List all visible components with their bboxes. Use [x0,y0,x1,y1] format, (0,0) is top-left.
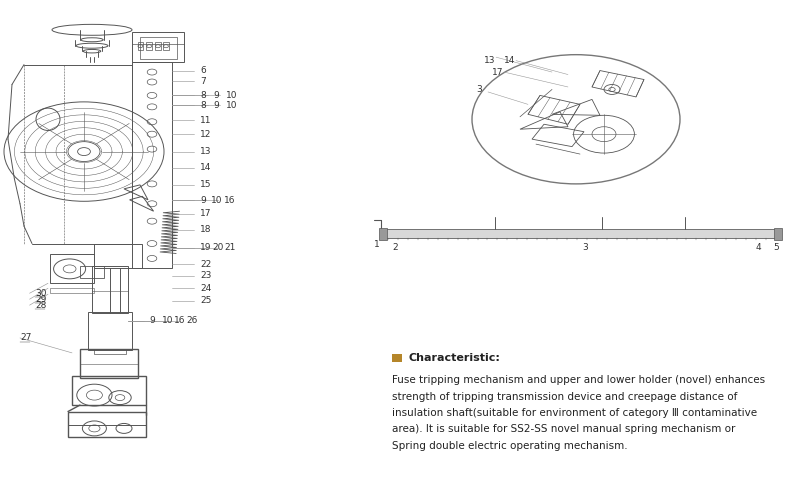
Text: 1: 1 [374,240,380,248]
Text: 2: 2 [392,243,398,251]
Text: 27: 27 [20,333,31,342]
Bar [88,312,132,350]
Bar [392,354,402,362]
Text: 10: 10 [226,91,237,100]
Text: 13: 13 [200,147,211,156]
Text: 28: 28 [35,301,46,310]
Text: 26: 26 [186,316,198,325]
Text: 6: 6 [200,66,206,75]
Text: 17: 17 [492,68,503,77]
Text: 18: 18 [200,225,211,234]
Text: 24: 24 [200,284,211,293]
Bar [155,42,161,50]
Text: 21: 21 [224,243,235,252]
Bar [146,42,152,50]
Text: 3: 3 [476,85,482,94]
Text: 10: 10 [226,101,237,110]
Text: Characteristic:: Characteristic: [409,353,501,363]
Text: 22: 22 [200,260,211,269]
Text: 15: 15 [200,180,211,189]
Bar [72,376,146,405]
Bar [140,37,177,59]
Text: 13: 13 [484,56,495,65]
Text: strength of tripping transmission device and creepage distance of: strength of tripping transmission device… [392,392,738,402]
Text: 9: 9 [214,101,219,110]
Text: 23: 23 [200,271,211,280]
Bar [94,244,142,268]
Text: 29: 29 [35,295,46,304]
Text: 20: 20 [212,243,223,252]
Bar [132,62,172,268]
Bar [94,349,126,354]
Bar [379,228,387,240]
Text: Fuse tripping mechanism and upper and lower holder (novel) enhances: Fuse tripping mechanism and upper and lo… [392,375,765,385]
Bar [384,229,780,238]
Bar [132,32,184,62]
Text: 9: 9 [200,196,206,205]
Bar [80,266,104,278]
Bar [163,42,169,50]
Bar [92,266,128,313]
Text: 8: 8 [200,91,206,100]
Text: 9: 9 [214,91,219,100]
Text: 10: 10 [162,316,173,325]
Text: 25: 25 [200,296,211,305]
Text: Spring double electric operating mechanism.: Spring double electric operating mechani… [392,441,628,451]
Bar [80,349,138,378]
Text: area). It is suitable for SS2-SS novel manual spring mechanism or: area). It is suitable for SS2-SS novel m… [392,424,735,434]
Text: insulation shaft(suitable for environment of category Ⅲ contaminative: insulation shaft(suitable for environmen… [392,408,757,418]
Bar [50,254,94,283]
Text: 16: 16 [224,196,235,205]
Bar [50,288,94,293]
Text: 9: 9 [150,316,155,325]
Text: 10: 10 [211,196,222,205]
Text: 11: 11 [200,116,211,125]
Text: 7: 7 [200,77,206,85]
Text: 17: 17 [200,209,211,218]
Text: 19: 19 [200,243,211,252]
Bar [138,42,143,50]
Text: 3: 3 [582,243,588,251]
Text: 4: 4 [756,243,762,251]
Bar [68,412,146,437]
Text: 5: 5 [774,243,779,251]
Text: 12: 12 [200,130,211,139]
Text: 16: 16 [174,316,186,325]
Text: 14: 14 [504,56,515,65]
Text: 30: 30 [35,289,46,298]
Text: 8: 8 [200,101,206,110]
Bar [774,228,782,240]
Text: 14: 14 [200,164,211,172]
